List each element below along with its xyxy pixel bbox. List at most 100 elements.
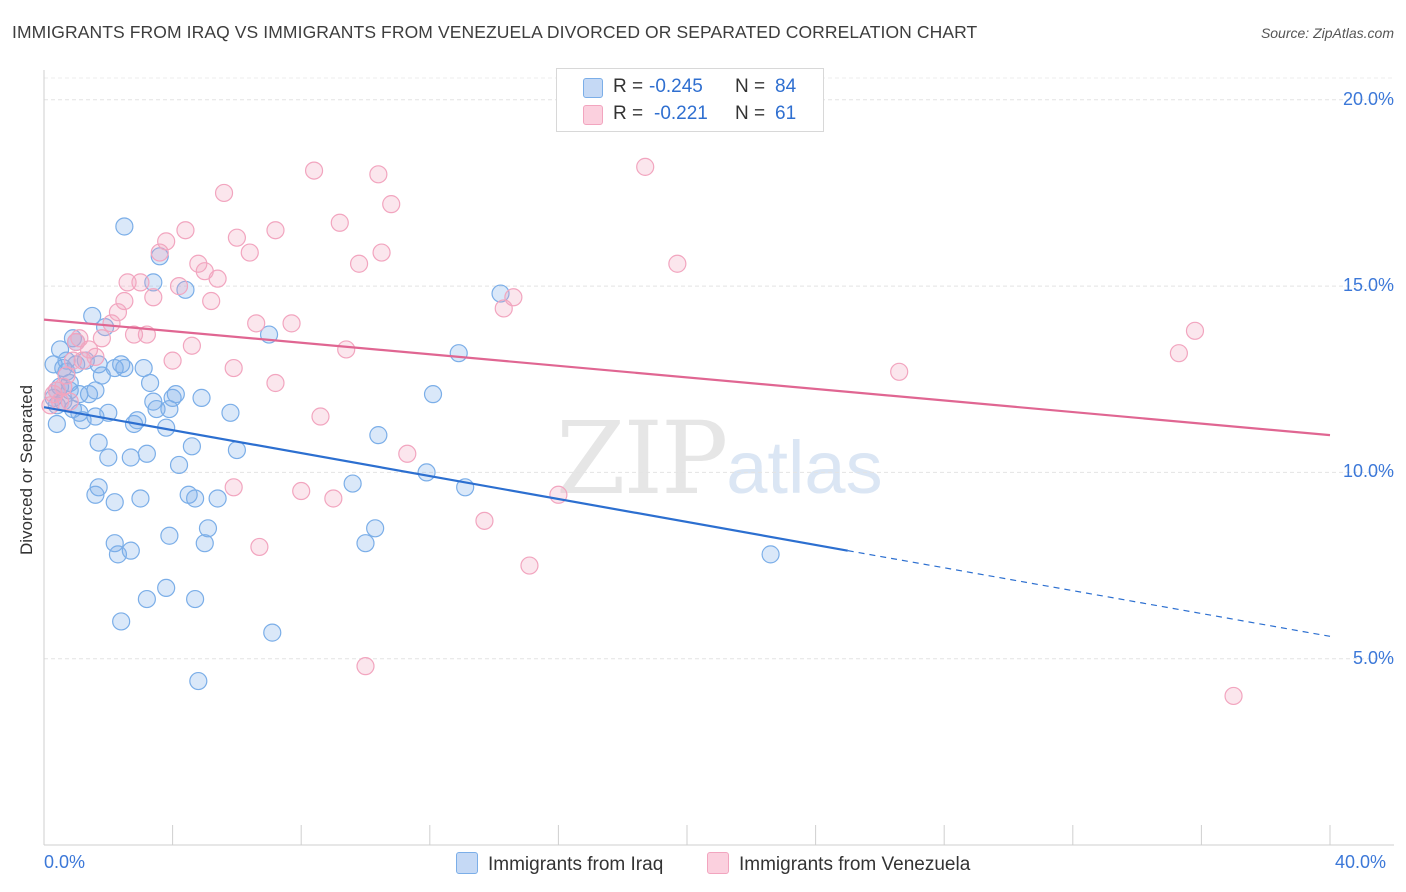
trend-lines (43, 318, 1331, 637)
venezuela-point (304, 161, 324, 180)
venezuela-point (227, 228, 246, 247)
iraq-point (417, 463, 436, 482)
venezuela-point (157, 232, 176, 251)
watermark-atlas: atlas (726, 426, 883, 509)
venezuela-point (102, 314, 121, 333)
iraq-point (182, 437, 201, 456)
venezuela-point (150, 243, 169, 262)
iraq-point (227, 440, 246, 460)
venezuela-point (349, 254, 369, 273)
iraq-point (144, 273, 163, 292)
legend-r-label: R = (613, 76, 644, 97)
iraq-point (147, 399, 166, 419)
x-tick-label-max: 40.0% (1335, 852, 1387, 872)
iraq-point (343, 474, 362, 493)
iraq-point (208, 489, 227, 508)
venezuela-point (214, 183, 234, 203)
y-tick-label: 5.0% (1352, 647, 1394, 668)
iraq-point (105, 493, 124, 512)
venezuela-point (636, 157, 655, 176)
venezuela-point (79, 340, 99, 359)
legend-label-iraq: Immigrants from Iraq (488, 854, 664, 875)
iraq-point (366, 519, 385, 538)
venezuela-point (189, 254, 208, 273)
legend-r-value: -0.221 (654, 103, 708, 124)
venezuela-point (115, 291, 134, 311)
iraq-point (166, 385, 185, 404)
iraq-point (160, 526, 179, 545)
iraq-point (50, 340, 70, 359)
axes (43, 70, 1394, 846)
iraq-point (263, 623, 282, 642)
stats-legend: R = -0.245 N = 84 R = -0.221 N = 61 (556, 68, 824, 132)
watermark: ZIPatlas (556, 400, 883, 517)
watermark-zip: ZIP (556, 400, 728, 517)
venezuela-point (108, 303, 128, 322)
venezuela-point (60, 392, 79, 411)
y-tick-label: 10.0% (1342, 461, 1394, 482)
venezuela-point (169, 277, 189, 296)
venezuela-point (92, 329, 111, 348)
iraq-point (761, 545, 780, 564)
iraq-point (189, 671, 208, 691)
iraq-point (198, 519, 218, 538)
venezuela-point (1224, 686, 1243, 706)
iraq-point (121, 541, 140, 560)
venezuela-point (1185, 321, 1205, 340)
venezuela-point (282, 314, 301, 333)
iraq-point (221, 403, 240, 422)
legend-swatch-venezuela (583, 105, 603, 125)
iraq-point (186, 589, 205, 609)
iraq-point (423, 385, 443, 404)
venezuela-point (63, 351, 83, 370)
data-points (41, 157, 1243, 706)
iraq-point (356, 534, 375, 553)
gridlines (44, 77, 1394, 660)
venezuela-point (124, 325, 144, 344)
legend-swatch-iraq (583, 78, 603, 98)
iraq-trend-extension (847, 550, 1331, 637)
legend-r-label: R = (613, 103, 644, 124)
iraq-point (57, 351, 76, 370)
venezuela-point (131, 273, 150, 292)
iraq-point (115, 358, 134, 378)
venezuela-point (266, 221, 285, 240)
venezuela-point (292, 481, 311, 501)
venezuela-point (504, 288, 523, 307)
venezuela-point (163, 351, 182, 370)
legend-n-label: N = (735, 103, 766, 124)
venezuela-point (250, 537, 269, 557)
venezuela-point (224, 358, 243, 378)
venezuela-point (118, 273, 137, 292)
iraq-point (128, 411, 147, 430)
x-tick-label-min: 0.0% (44, 852, 86, 872)
iraq-point (169, 455, 189, 475)
venezuela-point (890, 362, 909, 381)
iraq-point (131, 489, 150, 508)
legend-swatch-venezuela (707, 852, 729, 874)
y-tick-label: 20.0% (1342, 88, 1394, 109)
source-label: Source: ZipAtlas.com (1260, 25, 1394, 41)
iraq-point (47, 414, 66, 434)
iraq-point (140, 373, 160, 393)
venezuela-point (1169, 344, 1188, 363)
iraq-point (99, 448, 118, 467)
iraq-point (137, 589, 156, 609)
iraq-point (89, 433, 108, 452)
iraq-point (449, 344, 468, 363)
legend-label-venezuela: Immigrants from Venezuela (739, 854, 971, 875)
venezuela-point (668, 254, 687, 273)
venezuela-point (144, 288, 163, 307)
venezuela-point (311, 407, 330, 426)
venezuela-point (330, 213, 349, 232)
y-tick-label: 15.0% (1342, 275, 1394, 296)
venezuela-point (520, 556, 539, 575)
legend-n-value: 84 (775, 76, 797, 97)
legend-n-label: N = (735, 76, 766, 97)
iraq-point (195, 534, 214, 553)
venezuela-trend-line (43, 318, 1331, 437)
venezuela-point (247, 314, 266, 333)
venezuela-point (266, 373, 285, 393)
venezuela-point (475, 511, 494, 530)
